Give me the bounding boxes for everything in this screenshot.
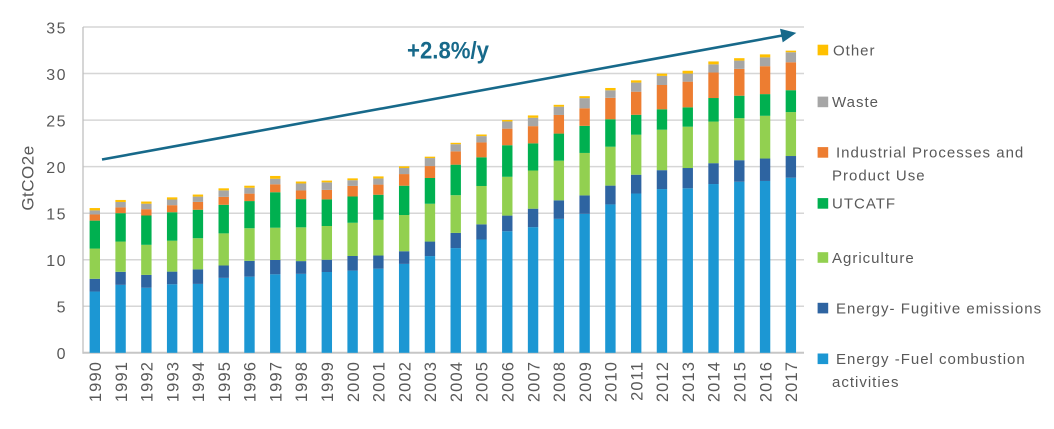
svg-text:UTCATF: UTCATF [832,196,896,213]
svg-text:2008: 2008 [551,361,569,402]
svg-text:2013: 2013 [680,361,698,402]
svg-text:2003: 2003 [422,361,440,402]
svg-text:2004: 2004 [448,361,466,402]
svg-text:Energy- Fugitive emissions: Energy- Fugitive emissions [836,300,1042,317]
svg-text:Other: Other [833,42,876,59]
svg-text:1991: 1991 [113,361,131,402]
svg-text:1999: 1999 [319,361,337,402]
svg-text:activities: activities [832,374,900,391]
svg-text:GtCO2e: GtCO2e [19,145,38,210]
svg-text:Industrial Processes and: Industrial Processes and [836,145,1024,162]
svg-text:30: 30 [46,67,67,84]
svg-text:1992: 1992 [139,361,157,402]
svg-text:0: 0 [57,346,67,363]
svg-text:2007: 2007 [525,361,543,402]
svg-text:1998: 1998 [293,361,311,402]
svg-text:2001: 2001 [371,361,389,402]
svg-text:Energy -Fuel combustion: Energy -Fuel combustion [836,351,1026,368]
svg-text:1996: 1996 [242,361,260,402]
svg-text:35: 35 [46,20,67,37]
svg-text:2002: 2002 [396,361,414,402]
svg-text:2016: 2016 [757,361,775,402]
svg-text:Waste: Waste [832,94,879,111]
svg-text:2014: 2014 [706,361,724,402]
svg-text:1995: 1995 [216,361,234,402]
svg-text:20: 20 [46,160,67,177]
svg-text:1990: 1990 [87,361,105,402]
svg-text:Product Use: Product Use [832,168,926,185]
svg-text:2005: 2005 [474,361,492,402]
svg-text:Agriculture: Agriculture [832,250,915,267]
svg-text:5: 5 [57,300,67,317]
svg-text:2006: 2006 [500,361,518,402]
svg-text:15: 15 [46,207,67,224]
svg-text:2009: 2009 [577,361,595,402]
svg-text:2017: 2017 [783,361,801,402]
svg-text:10: 10 [46,253,67,270]
svg-text:2012: 2012 [654,361,672,402]
svg-text:2000: 2000 [345,361,363,402]
svg-text:1997: 1997 [268,361,286,402]
svg-text:1993: 1993 [164,361,182,402]
svg-text:2010: 2010 [603,361,621,402]
svg-text:+2.8%/y: +2.8%/y [407,38,490,65]
svg-text:1994: 1994 [190,361,208,402]
svg-text:2015: 2015 [732,361,750,402]
svg-text:2011: 2011 [628,361,646,401]
svg-text:25: 25 [46,113,67,130]
